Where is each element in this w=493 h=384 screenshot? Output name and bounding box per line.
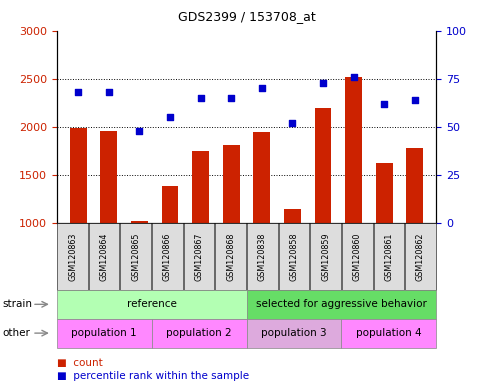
- Text: GDS2399 / 153708_at: GDS2399 / 153708_at: [177, 10, 316, 23]
- Point: [227, 95, 235, 101]
- Text: reference: reference: [127, 299, 176, 310]
- Text: GSM120867: GSM120867: [195, 232, 204, 281]
- Bar: [223, 145, 240, 223]
- Bar: [70, 127, 87, 223]
- Point: [74, 89, 82, 95]
- Point: [258, 85, 266, 91]
- Text: population 2: population 2: [166, 328, 232, 338]
- Point: [166, 114, 174, 120]
- Text: GSM120868: GSM120868: [226, 232, 235, 280]
- Text: selected for aggressive behavior: selected for aggressive behavior: [256, 299, 427, 310]
- Point: [105, 89, 113, 95]
- Text: GSM120865: GSM120865: [131, 232, 141, 281]
- Bar: [376, 163, 393, 223]
- Text: GSM120864: GSM120864: [100, 232, 108, 280]
- Point: [350, 74, 357, 80]
- Text: population 1: population 1: [71, 328, 137, 338]
- Text: GSM120859: GSM120859: [321, 232, 330, 281]
- Point: [319, 79, 327, 86]
- Text: GSM120862: GSM120862: [416, 232, 425, 281]
- Point: [411, 97, 419, 103]
- Point: [136, 127, 143, 134]
- Text: population 3: population 3: [261, 328, 327, 338]
- Bar: [284, 209, 301, 223]
- Point: [380, 101, 388, 107]
- Text: GSM120838: GSM120838: [258, 232, 267, 280]
- Text: population 4: population 4: [356, 328, 422, 338]
- Text: strain: strain: [2, 299, 33, 310]
- Bar: [131, 221, 148, 223]
- Text: GSM120863: GSM120863: [68, 232, 77, 280]
- Bar: [315, 108, 331, 223]
- Text: GSM120858: GSM120858: [289, 232, 298, 281]
- Text: GSM120866: GSM120866: [163, 232, 172, 280]
- Text: GSM120861: GSM120861: [385, 232, 393, 280]
- Bar: [192, 151, 209, 223]
- Point: [197, 95, 205, 101]
- Text: other: other: [2, 328, 31, 338]
- Text: GSM120860: GSM120860: [352, 232, 362, 280]
- Text: ■  percentile rank within the sample: ■ percentile rank within the sample: [57, 371, 249, 381]
- Bar: [162, 186, 178, 223]
- Bar: [345, 77, 362, 223]
- Bar: [406, 148, 423, 223]
- Bar: [100, 131, 117, 223]
- Text: ■  count: ■ count: [57, 358, 103, 368]
- Bar: [253, 132, 270, 223]
- Point: [288, 120, 296, 126]
